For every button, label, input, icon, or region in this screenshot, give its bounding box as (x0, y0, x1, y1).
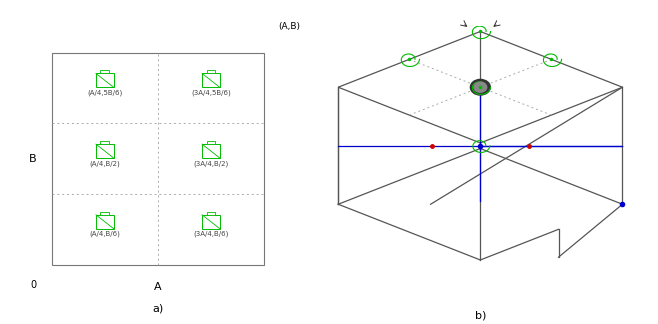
Bar (202, 215, 220, 229)
Bar (101, 141, 109, 144)
Text: 0: 0 (31, 280, 37, 290)
Bar (96, 74, 114, 87)
Bar (202, 144, 220, 158)
Bar (52, 52, 264, 265)
Bar (96, 144, 114, 158)
Text: (3A/4,B/2): (3A/4,B/2) (193, 160, 228, 167)
Bar (96, 215, 114, 229)
Text: (A/4,B/2): (A/4,B/2) (89, 160, 120, 167)
Bar (101, 212, 109, 215)
Circle shape (470, 79, 490, 95)
Text: b): b) (474, 310, 486, 320)
Text: a): a) (152, 303, 164, 313)
Text: (A/4,5B/6): (A/4,5B/6) (88, 89, 122, 96)
Text: (3A/4,5B/6): (3A/4,5B/6) (191, 89, 231, 96)
Text: (A/4,B/6): (A/4,B/6) (89, 231, 120, 237)
Bar (207, 212, 215, 215)
Text: A: A (154, 282, 162, 292)
Polygon shape (338, 31, 622, 143)
Bar (207, 141, 215, 144)
Bar (101, 70, 109, 74)
Circle shape (474, 82, 487, 92)
Bar (207, 70, 215, 74)
Bar (202, 74, 220, 87)
Text: (A,B): (A,B) (278, 22, 301, 31)
Text: B: B (30, 154, 37, 164)
Text: (3A/4,B/6): (3A/4,B/6) (193, 231, 229, 237)
